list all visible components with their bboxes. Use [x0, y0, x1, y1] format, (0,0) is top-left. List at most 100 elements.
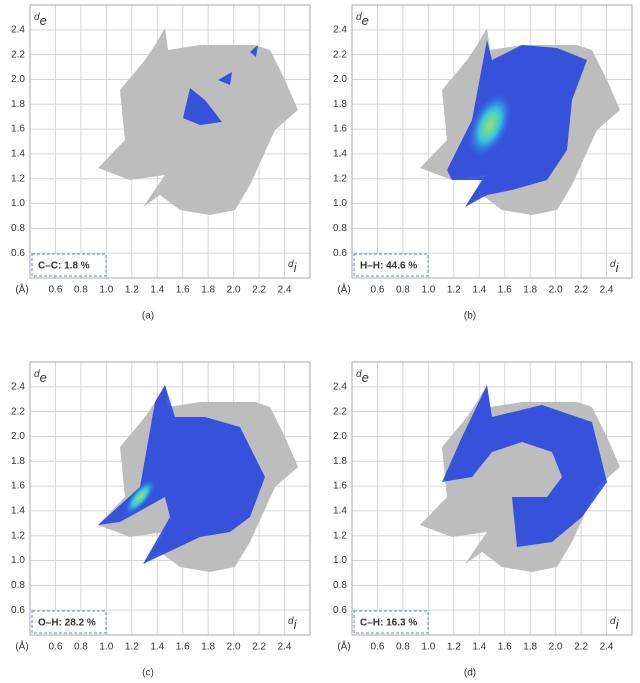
caption: (b): [464, 311, 476, 322]
x-axis-label-sub: i: [294, 260, 298, 275]
y-axis-label-main: d: [34, 12, 40, 23]
y-tick-label: 2.0: [11, 431, 25, 442]
y-tick-label: 1.4: [11, 149, 25, 160]
panel: 0.6 0.8 1.0 1.2 1.4 1.6 1.8 2.0 2.2 2.4 0.6 0.8 1.0 1…: [11, 361, 311, 679]
panel: 0.6 0.8 1.0 1.2 1.4 1.6 1.8 2.0 2.2 2.4 0.6 0.8 1.0 1…: [333, 361, 633, 679]
panel: 0.6 0.8 1.0 1.2 1.4 1.6 1.8 2.0 2.2 2.4 0.6 0.8 1.0 1…: [11, 4, 311, 322]
x-tick-label: 1.2: [447, 285, 461, 296]
annotation: O–H: 28.2 %: [38, 618, 96, 629]
x-unit: (Å): [15, 283, 28, 296]
x-axis-label-main: d: [288, 259, 294, 270]
x-unit: (Å): [15, 640, 28, 653]
x-tick-label: 1.2: [125, 642, 139, 653]
y-tick-label: 1.6: [333, 481, 347, 492]
x-axis-label: di: [288, 616, 298, 633]
x-tick-label: 0.8: [74, 285, 88, 296]
x-tick-label: 2.4: [600, 642, 614, 653]
x-tick-label: 1.8: [523, 285, 537, 296]
y-tick-label: 1.8: [333, 456, 347, 467]
contact-region: [442, 385, 607, 547]
contact-region: [447, 40, 587, 207]
x-tick-label: 1.8: [201, 642, 215, 653]
y-tick-label: 0.8: [333, 580, 347, 591]
x-tick-label: 1.0: [421, 642, 435, 653]
y-tick-label: 2.0: [333, 431, 347, 442]
y-axis-label-main: d: [356, 12, 362, 23]
annotation-box: [353, 253, 429, 277]
y-axis-label: de: [34, 12, 47, 29]
x-tick-label: 2.2: [252, 285, 266, 296]
y-tick-label: 1.4: [11, 506, 25, 517]
x-unit: (Å): [337, 283, 350, 296]
x-tick-label: 1.0: [99, 285, 113, 296]
annotation-box: [353, 610, 429, 634]
x-tick-label: 1.0: [99, 642, 113, 653]
x-axis-label-sub: i: [294, 617, 298, 632]
x-axis-label-main: d: [610, 616, 616, 627]
x-axis-label-sub: i: [616, 260, 620, 275]
y-tick-label: 2.2: [11, 49, 25, 60]
x-tick-label: 2.2: [252, 642, 266, 653]
density-core: [124, 479, 156, 515]
x-axis-label: di: [610, 616, 620, 633]
x-tick-label: 1.2: [447, 642, 461, 653]
y-tick-label: 0.6: [333, 248, 347, 259]
y-tick-label: 1.8: [11, 456, 25, 467]
x-axis-label: di: [610, 259, 620, 276]
y-tick-label: 1.8: [11, 99, 25, 110]
annotation: C–C: 1.8 %: [38, 261, 90, 272]
x-tick-label: 2.0: [227, 642, 241, 653]
x-axis-label-main: d: [288, 616, 294, 627]
x-tick-label: 1.6: [176, 642, 190, 653]
y-tick-label: 1.8: [333, 99, 347, 110]
contact-region: [218, 72, 232, 85]
y-tick-label: 0.6: [333, 605, 347, 616]
x-tick-label: 0.6: [371, 642, 385, 653]
x-tick-label: 2.2: [574, 642, 588, 653]
annotation-box: [31, 253, 107, 277]
x-tick-label: 1.4: [472, 642, 486, 653]
x-tick-label: 0.8: [74, 642, 88, 653]
x-tick-label: 0.8: [396, 285, 410, 296]
x-tick-label: 1.6: [498, 642, 512, 653]
x-tick-label: 1.8: [201, 285, 215, 296]
y-axis-label-sub: e: [40, 370, 47, 385]
caption: (d): [464, 668, 476, 679]
y-tick-label: 2.4: [333, 381, 347, 392]
x-tick-label: 1.4: [472, 285, 486, 296]
y-tick-label: 2.0: [11, 74, 25, 85]
y-tick-label: 0.8: [11, 223, 25, 234]
contact-region: [183, 88, 222, 125]
x-tick-label: 1.0: [421, 285, 435, 296]
plot-frame: [351, 361, 633, 636]
y-axis-label-sub: e: [362, 13, 369, 28]
x-tick-label: 1.4: [150, 285, 164, 296]
plot-frame: [29, 4, 311, 279]
y-tick-label: 0.6: [11, 605, 25, 616]
y-tick-label: 2.4: [333, 24, 347, 35]
x-tick-label: 1.6: [176, 285, 190, 296]
y-tick-label: 1.2: [11, 530, 25, 541]
y-tick-label: 1.2: [333, 173, 347, 184]
x-tick-label: 0.6: [371, 285, 385, 296]
caption: (c): [142, 668, 154, 679]
y-tick-label: 1.0: [11, 555, 25, 566]
y-axis-label-main: d: [356, 369, 362, 380]
x-tick-label: 2.4: [278, 285, 292, 296]
plot-frame: [29, 361, 311, 636]
x-axis-label-sub: i: [616, 617, 620, 632]
y-tick-label: 2.2: [333, 406, 347, 417]
y-axis-label: de: [356, 369, 369, 386]
y-tick-label: 1.2: [333, 530, 347, 541]
y-tick-label: 2.2: [11, 406, 25, 417]
y-tick-label: 2.2: [333, 49, 347, 60]
annotation-box: [31, 610, 107, 634]
y-axis-label: de: [34, 369, 47, 386]
annotation: H–H: 44.6 %: [360, 261, 417, 272]
x-tick-label: 2.4: [278, 642, 292, 653]
y-axis-label-main: d: [34, 369, 40, 380]
caption: (a): [142, 311, 154, 322]
y-tick-label: 1.6: [11, 481, 25, 492]
